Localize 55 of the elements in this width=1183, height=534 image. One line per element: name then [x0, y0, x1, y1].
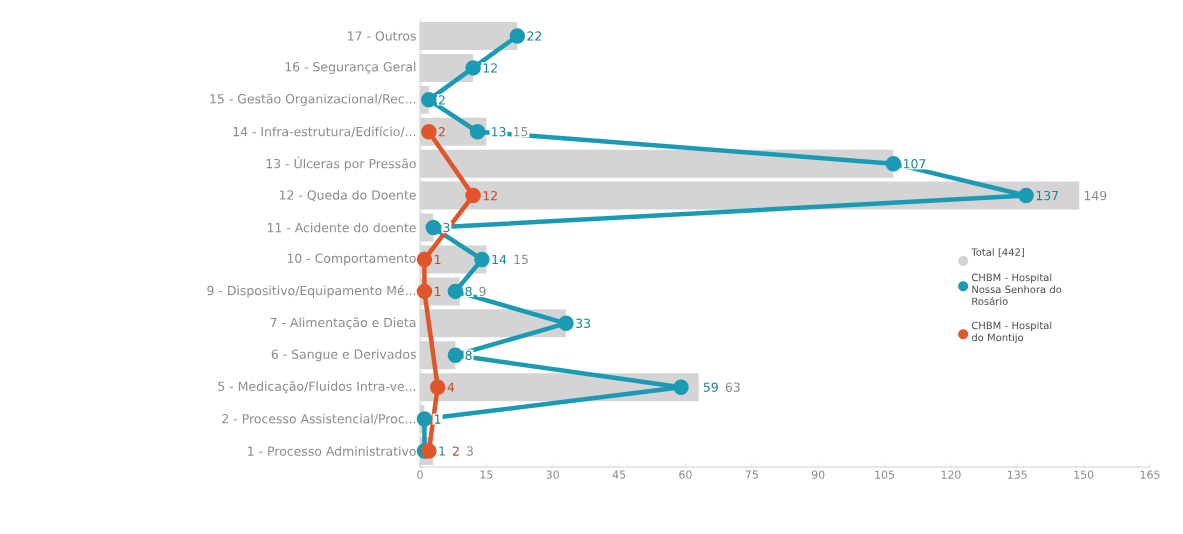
data-label: 2	[438, 127, 445, 137]
data-label: 3	[443, 222, 450, 233]
y-tick-label: 10 - Comportamento	[287, 253, 416, 266]
data-label: 8	[465, 350, 472, 360]
y-tick-label: 1 - Processo Administrativo	[248, 446, 416, 456]
data-label: 2	[438, 95, 445, 105]
data-label: 137	[1036, 190, 1059, 201]
x-tick-label: 120	[941, 470, 961, 479]
data-label: 15	[514, 254, 528, 265]
y-tick-label: 11 - Acidente do doente	[267, 222, 416, 233]
x-tick-label: 165	[1140, 470, 1160, 479]
x-tick-label: 15	[480, 470, 493, 479]
data-label: 15	[513, 127, 528, 137]
data-label: 12	[483, 63, 497, 73]
x-tick-label: 105	[875, 470, 895, 479]
x-tick-label: 135	[1008, 470, 1027, 479]
y-tick-label: 17 - Outros	[348, 31, 416, 41]
data-label: 63	[725, 382, 740, 392]
y-tick-label: 6 - Sangue e Derivados	[271, 349, 416, 362]
data-label: 14	[492, 254, 507, 264]
y-tick-label: 12 - Queda do Doente	[279, 190, 416, 202]
data-label: 1	[434, 414, 441, 424]
y-tick-label: 9 - Dispositivo/Equipamento Mé...	[207, 285, 416, 298]
data-label: 22	[527, 31, 542, 41]
text: Total [442]	[971, 248, 1024, 258]
x-tick-label: 0	[417, 470, 423, 479]
data-label: 4	[447, 382, 455, 392]
y-tick-label: 13 - Úlceras por Pressão	[266, 156, 416, 171]
data-label: 1	[434, 286, 441, 296]
data-label: 12	[483, 190, 497, 201]
data-label: 59	[703, 382, 718, 392]
data-label: 1	[439, 446, 445, 456]
data-label: 13	[491, 127, 506, 137]
data-label: 3	[466, 446, 473, 456]
y-tick-label: 14 - Infra-estrutura/Edifício/...	[233, 126, 416, 138]
legend-label: CHBM - Hospital do Montijo	[971, 321, 1052, 344]
x-tick-label: 30	[546, 470, 559, 479]
data-label: 1	[434, 254, 441, 264]
data-label: 149	[1084, 190, 1107, 201]
y-tick-label: 2 - Processo Assistencial/Proc...	[222, 413, 416, 425]
legend-label: CHBM - Hospital Nossa Senhora do Rosário	[971, 273, 1062, 306]
x-tick-label: 150	[1074, 470, 1094, 479]
x-tick-label: 90	[811, 470, 825, 479]
data-label: 2	[452, 446, 459, 456]
y-tick-label: 7 - Alimentação e Dieta	[270, 317, 416, 330]
x-tick-label: 45	[612, 470, 626, 479]
data-label: 107	[903, 158, 926, 169]
data-label: 8	[465, 286, 472, 297]
data-label: 33	[576, 318, 591, 329]
x-tick-label: 75	[745, 470, 758, 479]
x-tick-label: 60	[679, 470, 692, 479]
y-tick-label: 5 - Medicação/Fluidos Intra-ve...	[218, 381, 416, 394]
y-tick-label: 15 - Gestão Organizacional/Rec...	[210, 93, 416, 106]
y-tick-label: 16 - Segurança Geral	[285, 61, 416, 74]
data-label: 9	[479, 286, 486, 297]
